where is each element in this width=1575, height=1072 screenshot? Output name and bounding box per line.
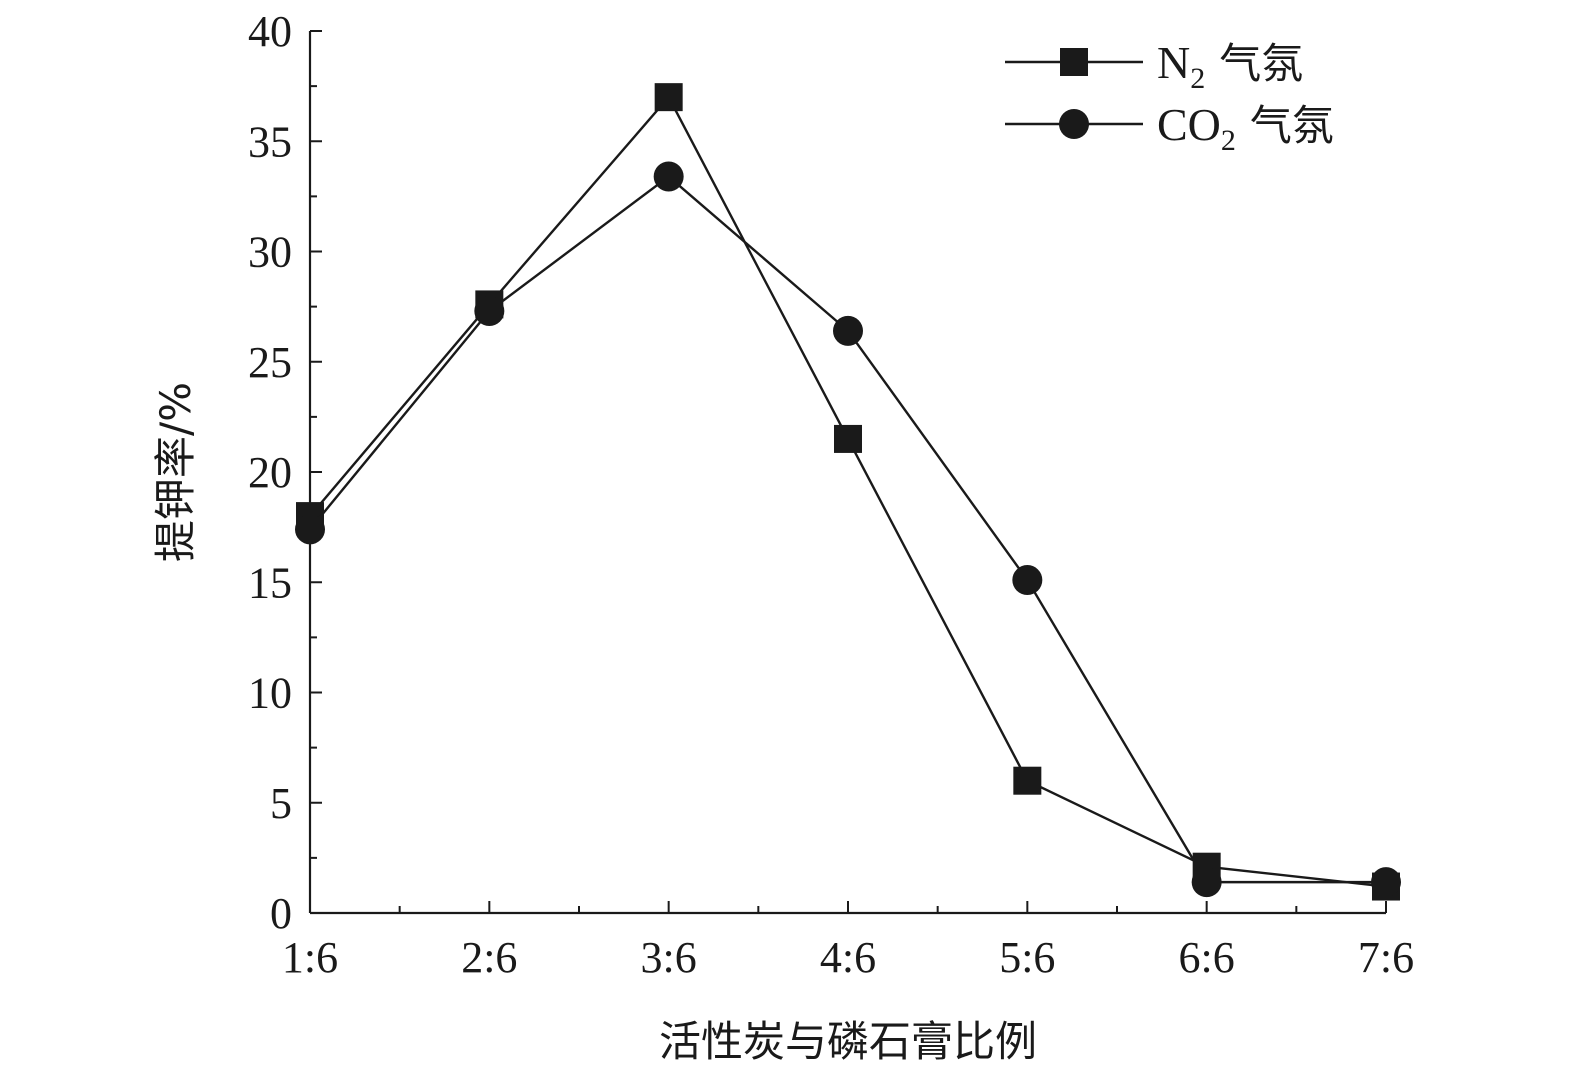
series-line <box>309 95 1387 888</box>
legend-entry: CO2 气氛 <box>1005 99 1334 157</box>
x-tick-label: 3:6 <box>641 933 697 982</box>
data-point-circle <box>653 161 684 192</box>
series-line <box>309 174 1386 884</box>
y-tick-label: 40 <box>248 7 292 56</box>
y-axis-title: 提钾率/% <box>151 382 200 562</box>
legend-marker-square <box>1060 48 1088 76</box>
x-tick-label: 5:6 <box>999 933 1055 982</box>
y-tick-label: 10 <box>248 669 292 718</box>
y-tick-label: 30 <box>248 228 292 277</box>
y-tick-label: 20 <box>248 448 292 497</box>
legend-label: CO2 气氛 <box>1157 99 1334 157</box>
data-point-circle <box>474 296 505 327</box>
data-point-circle <box>1191 867 1222 898</box>
data-point-square <box>654 83 683 112</box>
x-tick-label: 6:6 <box>1179 933 1235 982</box>
series-layer <box>295 83 1401 901</box>
series-square <box>296 83 1400 901</box>
legend-entry: N2 气氛 <box>1005 37 1303 95</box>
data-point-square <box>834 424 862 453</box>
data-point-circle <box>833 315 863 346</box>
x-tick-label: 2:6 <box>461 933 517 982</box>
axes: 0 5 10 15 20 25 30 35 40 1:6 2:6 3:6 4:6 5:6 6:6 7:6 <box>248 7 1414 982</box>
y-tick-label: 35 <box>248 117 292 166</box>
data-point-circle <box>1012 565 1043 596</box>
data-point-square <box>1013 766 1042 795</box>
data-point-circle <box>1371 867 1401 898</box>
x-tick-label: 1:6 <box>282 933 338 982</box>
legend-label: N2 气氛 <box>1157 37 1303 95</box>
x-tick-label: 4:6 <box>820 933 876 982</box>
y-tick-label: 5 <box>270 779 292 828</box>
x-axis-title: 活性炭与磷石膏比例 <box>659 1017 1037 1066</box>
y-tick-label: 25 <box>248 338 292 387</box>
data-point-circle <box>295 514 325 545</box>
x-tick-label: 7:6 <box>1358 933 1414 982</box>
y-tick-label: 15 <box>248 558 292 607</box>
series-circle <box>295 161 1401 898</box>
y-tick-label: 0 <box>270 889 292 938</box>
legend-marker-circle <box>1059 109 1089 139</box>
